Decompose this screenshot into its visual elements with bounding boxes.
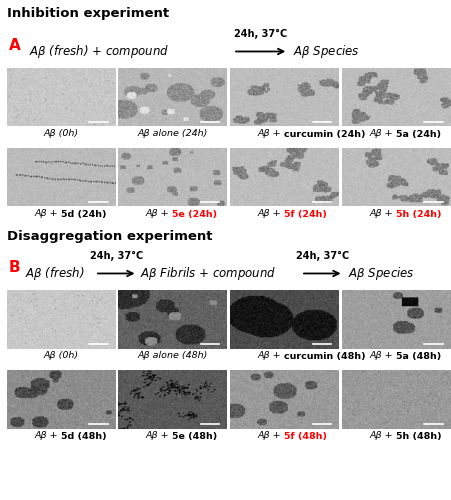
Text: Aβ +: Aβ + bbox=[257, 210, 284, 218]
Text: 5h (24h): 5h (24h) bbox=[395, 210, 440, 218]
Text: 5e (24h): 5e (24h) bbox=[172, 210, 217, 218]
Text: Aβ (0h): Aβ (0h) bbox=[43, 130, 78, 138]
Text: Aβ alone (24h): Aβ alone (24h) bbox=[137, 130, 207, 138]
Text: Aβ +: Aβ + bbox=[257, 432, 284, 440]
Text: Inhibition experiment: Inhibition experiment bbox=[7, 8, 169, 20]
Text: 24h, 37°C: 24h, 37°C bbox=[234, 28, 287, 38]
Text: 5a (24h): 5a (24h) bbox=[395, 130, 440, 138]
Text: 5h (48h): 5h (48h) bbox=[395, 432, 440, 440]
Text: curcumin (24h): curcumin (24h) bbox=[284, 130, 365, 138]
Text: A: A bbox=[9, 38, 21, 52]
Text: Aβ +: Aβ + bbox=[368, 352, 395, 360]
Text: 24h, 37°C: 24h, 37°C bbox=[295, 250, 348, 260]
Text: Aβ alone (48h): Aβ alone (48h) bbox=[137, 352, 207, 360]
Text: Aβ (0h): Aβ (0h) bbox=[43, 352, 78, 360]
Text: Aβ +: Aβ + bbox=[368, 432, 395, 440]
Text: Aβ +: Aβ + bbox=[34, 432, 60, 440]
Text: A$\beta$ (fresh) + compound: A$\beta$ (fresh) + compound bbox=[29, 43, 169, 60]
Text: 5d (48h): 5d (48h) bbox=[60, 432, 106, 440]
Text: A$\beta$ (fresh): A$\beta$ (fresh) bbox=[25, 265, 84, 282]
Text: Aβ +: Aβ + bbox=[368, 130, 395, 138]
Text: 5a (48h): 5a (48h) bbox=[395, 352, 440, 360]
Text: 5e (48h): 5e (48h) bbox=[172, 432, 217, 440]
Text: Aβ +: Aβ + bbox=[146, 432, 172, 440]
Text: curcumin (48h): curcumin (48h) bbox=[284, 352, 365, 360]
Text: 24h, 37°C: 24h, 37°C bbox=[89, 250, 143, 260]
Text: Aβ +: Aβ + bbox=[368, 210, 395, 218]
Text: Aβ +: Aβ + bbox=[257, 352, 284, 360]
Text: 5d (24h): 5d (24h) bbox=[60, 210, 106, 218]
Text: A$\beta$ Species: A$\beta$ Species bbox=[347, 265, 414, 282]
Text: A$\beta$ Fibrils + compound: A$\beta$ Fibrils + compound bbox=[139, 265, 275, 282]
Text: Aβ +: Aβ + bbox=[146, 210, 172, 218]
Text: Disaggregation experiment: Disaggregation experiment bbox=[7, 230, 212, 242]
Text: 5f (24h): 5f (24h) bbox=[284, 210, 326, 218]
Text: Aβ +: Aβ + bbox=[34, 210, 60, 218]
Text: B: B bbox=[9, 260, 21, 274]
Text: A$\beta$ Species: A$\beta$ Species bbox=[292, 43, 359, 60]
Text: Aβ +: Aβ + bbox=[257, 130, 284, 138]
Text: 5f (48h): 5f (48h) bbox=[284, 432, 327, 440]
